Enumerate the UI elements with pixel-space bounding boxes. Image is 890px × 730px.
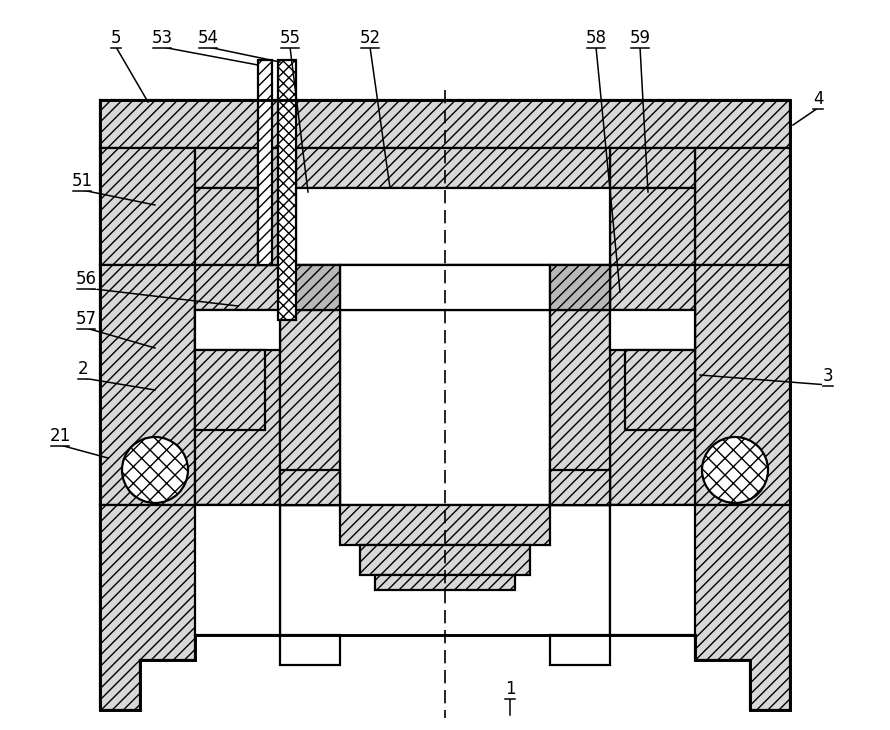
Polygon shape xyxy=(100,148,195,265)
Text: 5: 5 xyxy=(110,29,121,47)
Text: 58: 58 xyxy=(586,29,606,47)
Polygon shape xyxy=(360,545,530,575)
Polygon shape xyxy=(258,60,272,265)
Polygon shape xyxy=(550,635,610,665)
Polygon shape xyxy=(195,310,280,505)
Polygon shape xyxy=(610,148,695,188)
Text: 55: 55 xyxy=(279,29,301,47)
Polygon shape xyxy=(195,505,280,635)
Polygon shape xyxy=(280,265,340,310)
Polygon shape xyxy=(100,100,790,148)
Text: 54: 54 xyxy=(198,29,219,47)
Polygon shape xyxy=(610,188,695,265)
Text: 53: 53 xyxy=(151,29,173,47)
Polygon shape xyxy=(100,505,790,710)
Polygon shape xyxy=(280,148,610,188)
Polygon shape xyxy=(610,265,695,310)
Polygon shape xyxy=(695,148,790,265)
Polygon shape xyxy=(280,310,340,505)
Polygon shape xyxy=(278,60,296,320)
Text: 52: 52 xyxy=(360,29,381,47)
Polygon shape xyxy=(195,350,265,430)
Polygon shape xyxy=(610,310,695,350)
Polygon shape xyxy=(195,148,280,188)
Polygon shape xyxy=(280,635,340,665)
Polygon shape xyxy=(375,575,515,590)
Text: 59: 59 xyxy=(629,29,651,47)
Polygon shape xyxy=(340,265,550,310)
Polygon shape xyxy=(610,310,695,505)
Text: 2: 2 xyxy=(77,360,88,378)
Text: 57: 57 xyxy=(76,310,96,328)
Polygon shape xyxy=(610,505,695,635)
Circle shape xyxy=(122,437,188,503)
Polygon shape xyxy=(100,265,195,505)
Polygon shape xyxy=(550,310,610,505)
Polygon shape xyxy=(195,188,280,265)
Polygon shape xyxy=(195,265,280,310)
Polygon shape xyxy=(550,470,610,505)
Polygon shape xyxy=(340,505,550,545)
Text: 3: 3 xyxy=(822,367,833,385)
Text: 21: 21 xyxy=(49,427,70,445)
Text: 1: 1 xyxy=(505,680,515,698)
Polygon shape xyxy=(258,148,296,265)
Circle shape xyxy=(702,437,768,503)
Polygon shape xyxy=(695,265,790,505)
Polygon shape xyxy=(195,310,280,350)
Polygon shape xyxy=(625,350,695,430)
Polygon shape xyxy=(280,265,610,310)
Polygon shape xyxy=(340,310,550,505)
Text: 56: 56 xyxy=(76,270,96,288)
Text: 51: 51 xyxy=(71,172,93,190)
Text: 4: 4 xyxy=(813,90,823,108)
Polygon shape xyxy=(280,470,340,505)
Polygon shape xyxy=(550,265,610,310)
Polygon shape xyxy=(280,188,610,265)
